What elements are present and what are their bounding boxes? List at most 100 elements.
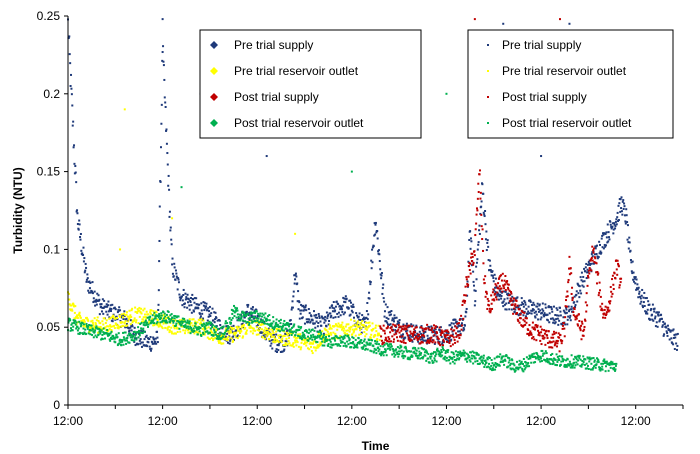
data-point <box>160 325 163 328</box>
data-point <box>143 320 146 323</box>
data-point <box>74 165 77 168</box>
data-point <box>507 292 510 295</box>
data-point <box>524 301 527 304</box>
data-point <box>328 335 331 338</box>
data-point <box>211 325 214 328</box>
data-point <box>642 301 645 304</box>
data-point <box>604 316 607 319</box>
data-point <box>380 335 383 338</box>
data-point <box>534 328 537 331</box>
data-point <box>212 319 215 322</box>
data-point <box>534 316 537 319</box>
data-point <box>329 346 332 349</box>
data-point <box>229 331 232 334</box>
data-point <box>305 330 308 333</box>
data-point <box>254 329 257 332</box>
data-point <box>330 343 333 346</box>
data-point <box>591 368 594 371</box>
data-point <box>296 329 299 332</box>
data-point <box>134 310 137 313</box>
data-point <box>100 310 103 313</box>
data-point <box>468 238 471 241</box>
data-point <box>326 338 329 341</box>
data-point <box>190 304 193 307</box>
data-point <box>207 326 210 329</box>
data-point <box>336 325 339 328</box>
data-point <box>164 101 167 104</box>
data-point <box>212 334 215 337</box>
data-point <box>451 335 454 338</box>
data-point <box>490 358 493 361</box>
data-point <box>223 337 226 340</box>
data-point <box>605 244 608 247</box>
data-point <box>153 322 156 325</box>
data-point <box>112 317 115 320</box>
data-point <box>546 359 549 362</box>
data-point <box>533 326 536 329</box>
data-point <box>465 307 468 310</box>
data-point <box>112 335 115 338</box>
data-point <box>554 342 557 345</box>
data-point <box>249 316 252 319</box>
data-point <box>168 317 171 320</box>
data-point <box>417 354 420 357</box>
data-point <box>581 359 584 362</box>
data-point <box>408 324 411 327</box>
data-point <box>472 280 475 283</box>
data-point <box>324 319 327 322</box>
data-point <box>407 336 410 339</box>
data-point <box>617 265 620 268</box>
data-point <box>611 367 614 370</box>
data-point <box>166 321 169 324</box>
data-point <box>309 320 312 323</box>
data-point <box>93 330 96 333</box>
data-point <box>476 258 479 261</box>
data-point <box>334 333 337 336</box>
data-point <box>505 302 508 305</box>
data-point <box>294 331 297 334</box>
data-point <box>328 324 331 327</box>
data-point <box>213 321 216 324</box>
data-point <box>508 294 511 297</box>
data-point <box>382 283 385 286</box>
data-point <box>356 341 359 344</box>
data-point <box>130 315 133 318</box>
data-point <box>371 248 374 251</box>
data-point <box>303 338 306 341</box>
data-point <box>133 330 136 333</box>
data-point <box>554 358 557 361</box>
data-point <box>99 303 102 306</box>
data-point <box>450 328 453 331</box>
data-point <box>579 289 582 292</box>
data-point <box>404 355 407 358</box>
data-point <box>74 171 77 174</box>
data-point <box>498 285 501 288</box>
data-point <box>583 328 586 331</box>
data-point <box>503 298 506 301</box>
data-point <box>315 320 318 323</box>
data-point <box>404 336 407 339</box>
data-point <box>503 279 506 282</box>
data-point <box>186 321 189 324</box>
data-point <box>457 330 460 333</box>
data-point <box>105 331 108 334</box>
data-point <box>445 334 448 337</box>
data-point <box>536 356 539 359</box>
data-point <box>130 309 133 312</box>
data-point <box>358 318 361 321</box>
data-point <box>179 323 182 326</box>
data-point <box>385 354 388 357</box>
data-point <box>466 353 469 356</box>
x-tick-label: 12:00 <box>431 414 461 428</box>
data-point <box>70 304 73 307</box>
data-point <box>676 332 679 335</box>
data-point <box>541 354 544 357</box>
data-point <box>76 325 79 328</box>
data-point <box>547 330 550 333</box>
data-point <box>439 353 442 356</box>
data-point <box>403 328 406 331</box>
data-point <box>186 329 189 332</box>
data-point <box>323 318 326 321</box>
data-point <box>420 352 423 355</box>
data-point <box>260 328 263 331</box>
